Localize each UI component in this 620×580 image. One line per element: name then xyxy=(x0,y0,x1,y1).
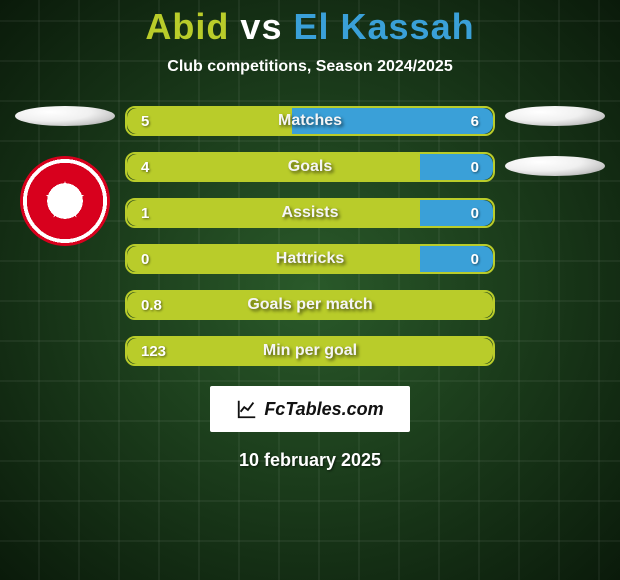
club-code-a: E·S·S xyxy=(48,166,82,176)
bar-segment-a: 4 xyxy=(127,154,420,180)
bar-row: 0.8 Goals per match xyxy=(125,290,495,320)
branding-badge: FcTables.com xyxy=(210,386,409,432)
value-a: 0 xyxy=(141,251,149,268)
bar-segment-a: 0 xyxy=(127,246,420,272)
bar-row: 0 0 Hattricks xyxy=(125,244,495,274)
metric-label: Assists xyxy=(282,204,339,222)
side-player-b xyxy=(500,106,610,176)
title-vs: vs xyxy=(240,6,282,47)
bar-row: 5 6 Matches xyxy=(125,106,495,136)
value-a: 0.8 xyxy=(141,297,162,314)
comparison-panel: E·S·S 5 6 Matches 4 0 Goals 1 0 Assists 0 0 Hattric… xyxy=(0,106,620,366)
date-text: 10 february 2025 xyxy=(239,450,381,471)
value-a: 1 xyxy=(141,205,149,222)
subtitle: Club competitions, Season 2024/2025 xyxy=(167,58,452,76)
bar-segment-b: 0 xyxy=(420,200,493,226)
bars-container: 5 6 Matches 4 0 Goals 1 0 Assists 0 0 Hattricks 0.8 G… xyxy=(120,106,500,366)
side-player-a: E·S·S xyxy=(10,106,120,246)
title-player-b: El Kassah xyxy=(293,6,474,47)
club-logo-b xyxy=(505,156,605,176)
value-b: 0 xyxy=(471,251,479,268)
bar-segment-b: 0 xyxy=(420,246,493,272)
club-logo-a: E·S·S xyxy=(20,156,110,246)
content-wrapper: Abid vs El Kassah Club competitions, Sea… xyxy=(0,0,620,580)
value-b: 6 xyxy=(471,113,479,130)
title-player-a: Abid xyxy=(145,6,229,47)
metric-label: Matches xyxy=(278,112,342,130)
avatar-player-a xyxy=(15,106,115,126)
metric-label: Hattricks xyxy=(276,250,344,268)
branding-text: FcTables.com xyxy=(264,399,383,420)
metric-label: Min per goal xyxy=(263,342,357,360)
value-a: 5 xyxy=(141,113,149,130)
bar-segment-a: 5 xyxy=(127,108,292,134)
page-title: Abid vs El Kassah xyxy=(145,6,474,48)
value-a: 123 xyxy=(141,343,166,360)
avatar-player-b xyxy=(505,106,605,126)
metric-label: Goals per match xyxy=(247,296,372,314)
value-b: 0 xyxy=(471,205,479,222)
chart-icon xyxy=(236,398,258,420)
bar-row: 123 Min per goal xyxy=(125,336,495,366)
bar-row: 4 0 Goals xyxy=(125,152,495,182)
bar-segment-b: 0 xyxy=(420,154,493,180)
value-a: 4 xyxy=(141,159,149,176)
metric-label: Goals xyxy=(288,158,332,176)
bar-segment-a: 1 xyxy=(127,200,420,226)
value-b: 0 xyxy=(471,159,479,176)
bar-row: 1 0 Assists xyxy=(125,198,495,228)
